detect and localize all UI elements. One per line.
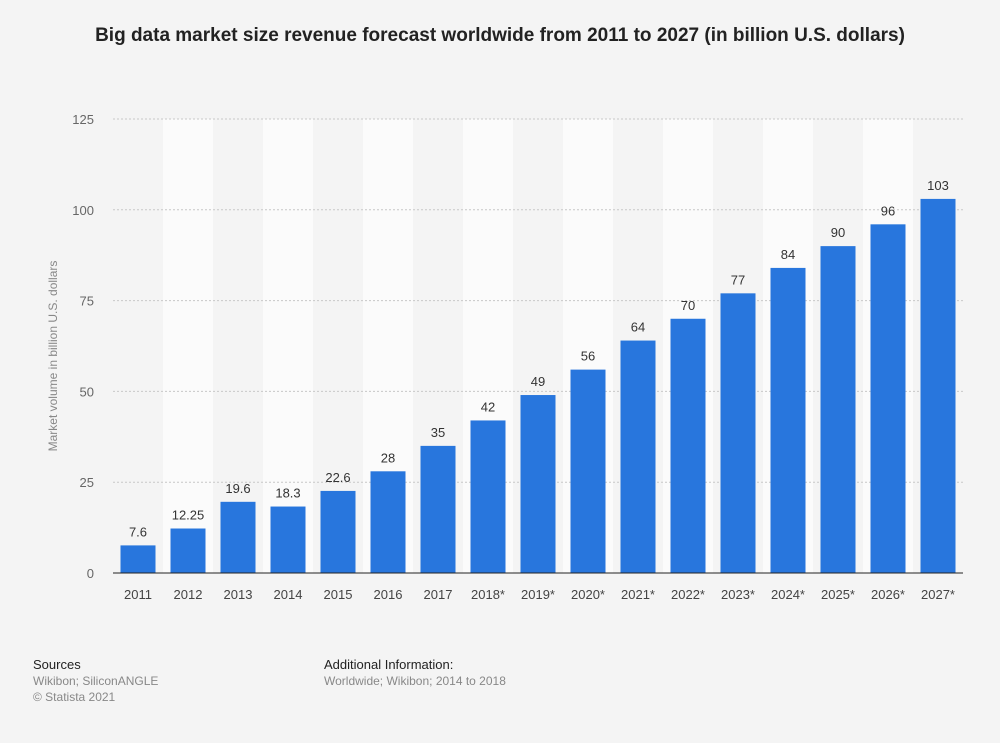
bar (170, 528, 206, 573)
x-tick-label: 2012 (174, 587, 203, 602)
x-tick-label: 2017 (424, 587, 453, 602)
bar (870, 224, 906, 573)
bar (270, 506, 306, 573)
data-label: 42 (481, 399, 495, 414)
x-tick-label: 2025* (821, 587, 855, 602)
bar (620, 340, 656, 573)
x-tick-label: 2011 (124, 587, 152, 602)
bar (570, 369, 606, 573)
x-tick-label: 2015 (324, 587, 353, 602)
x-tick-label: 2016 (374, 587, 403, 602)
data-label: 64 (631, 320, 645, 335)
sources-text: Wikibon; SiliconANGLE (33, 674, 159, 688)
data-label: 12.25 (172, 508, 205, 523)
additional-info-text: Worldwide; Wikibon; 2014 to 2018 (324, 674, 506, 688)
data-label: 96 (881, 203, 895, 218)
data-label: 49 (531, 374, 545, 389)
x-tick-label: 2019* (521, 587, 555, 602)
bar (770, 267, 806, 573)
data-label: 56 (581, 349, 595, 364)
data-label: 77 (731, 272, 745, 287)
y-tick-label: 25 (80, 475, 94, 490)
x-tick-label: 2021* (621, 587, 655, 602)
bar (520, 395, 556, 573)
x-tick-label: 2018* (471, 587, 505, 602)
data-label: 19.6 (225, 481, 250, 496)
column-band (263, 119, 313, 573)
x-tick-label: 2026* (871, 587, 905, 602)
bar (370, 471, 406, 573)
y-tick-label: 75 (80, 294, 94, 309)
data-label: 7.6 (129, 524, 147, 539)
additional-info-heading: Additional Information: (324, 657, 454, 672)
y-tick-label: 50 (80, 384, 94, 399)
x-tick-label: 2027* (921, 587, 955, 602)
column-band (163, 119, 213, 573)
x-tick-label: 2024* (771, 587, 805, 602)
bar (920, 198, 956, 574)
data-label: 22.6 (325, 470, 350, 485)
y-axis-label: Market volume in billion U.S. dollars (46, 261, 60, 452)
bar (670, 318, 706, 573)
y-tick-label: 0 (87, 566, 94, 581)
x-tick-label: 2013 (224, 587, 253, 602)
data-label: 28 (381, 450, 395, 465)
bar (220, 501, 256, 573)
sources-heading: Sources (33, 657, 81, 672)
bar (320, 490, 356, 573)
data-label: 103 (927, 178, 949, 193)
y-tick-label: 125 (72, 112, 94, 127)
bar (720, 293, 756, 573)
data-label: 90 (831, 225, 845, 240)
data-label: 84 (781, 247, 795, 262)
bar (120, 545, 156, 573)
bar (820, 246, 856, 573)
data-label: 35 (431, 425, 445, 440)
x-tick-label: 2014 (274, 587, 303, 602)
copyright: © Statista 2021 (33, 690, 116, 704)
y-tick-label: 100 (72, 203, 94, 218)
chart-title: Big data market size revenue forecast wo… (95, 25, 905, 46)
data-label: 18.3 (275, 486, 300, 501)
bar (470, 420, 506, 573)
x-tick-label: 2023* (721, 587, 755, 602)
sources-block: Sources Wikibon; SiliconANGLE © Statista… (33, 657, 158, 705)
x-tick-label: 2020* (571, 587, 605, 602)
bar (420, 445, 456, 573)
additional-info-block: Additional Information: Worldwide; Wikib… (324, 657, 506, 689)
x-tick-label: 2022* (671, 587, 705, 602)
data-label: 70 (681, 298, 695, 313)
